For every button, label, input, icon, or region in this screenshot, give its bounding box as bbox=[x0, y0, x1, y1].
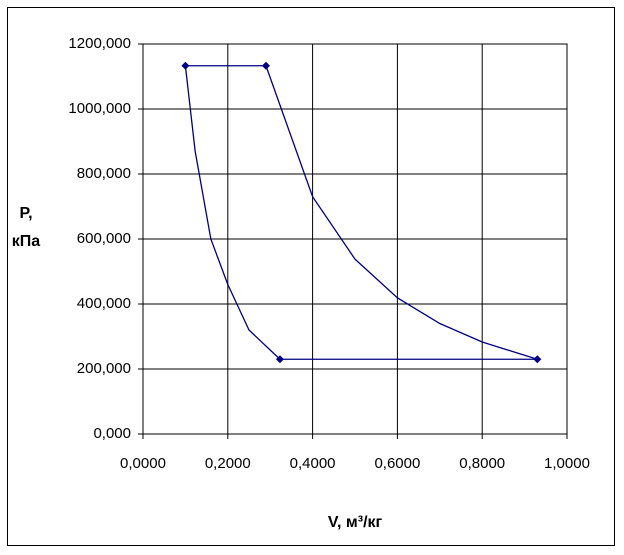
point-marker bbox=[533, 355, 542, 364]
y-tick-label: 600,000 bbox=[77, 230, 131, 247]
y-axis-label: P, bbox=[19, 205, 32, 222]
x-tick-label: 0,0000 bbox=[120, 455, 166, 472]
x-tick-label: 0,8000 bbox=[459, 455, 505, 472]
cycle-line bbox=[184, 65, 281, 360]
y-tick-label: 1200,000 bbox=[68, 35, 131, 52]
y-tick-label: 1000,000 bbox=[68, 100, 131, 117]
y-tick-label: 400,000 bbox=[77, 295, 131, 312]
chart-border bbox=[7, 7, 615, 546]
cycle-line bbox=[265, 65, 538, 360]
x-tick-label: 0,4000 bbox=[290, 455, 336, 472]
y-tick-label: 200,000 bbox=[77, 360, 131, 377]
x-axis-label: V, м³/кг bbox=[328, 514, 383, 531]
y-tick-label: 800,000 bbox=[77, 165, 131, 182]
x-tick-label: 0,6000 bbox=[374, 455, 420, 472]
x-tick-label: 0,2000 bbox=[205, 455, 251, 472]
y-tick-label: 0,000 bbox=[93, 425, 131, 442]
plot-frame bbox=[142, 43, 568, 435]
y-axis-label: кПа bbox=[12, 233, 41, 250]
x-tick-label: 1,0000 bbox=[544, 455, 590, 472]
